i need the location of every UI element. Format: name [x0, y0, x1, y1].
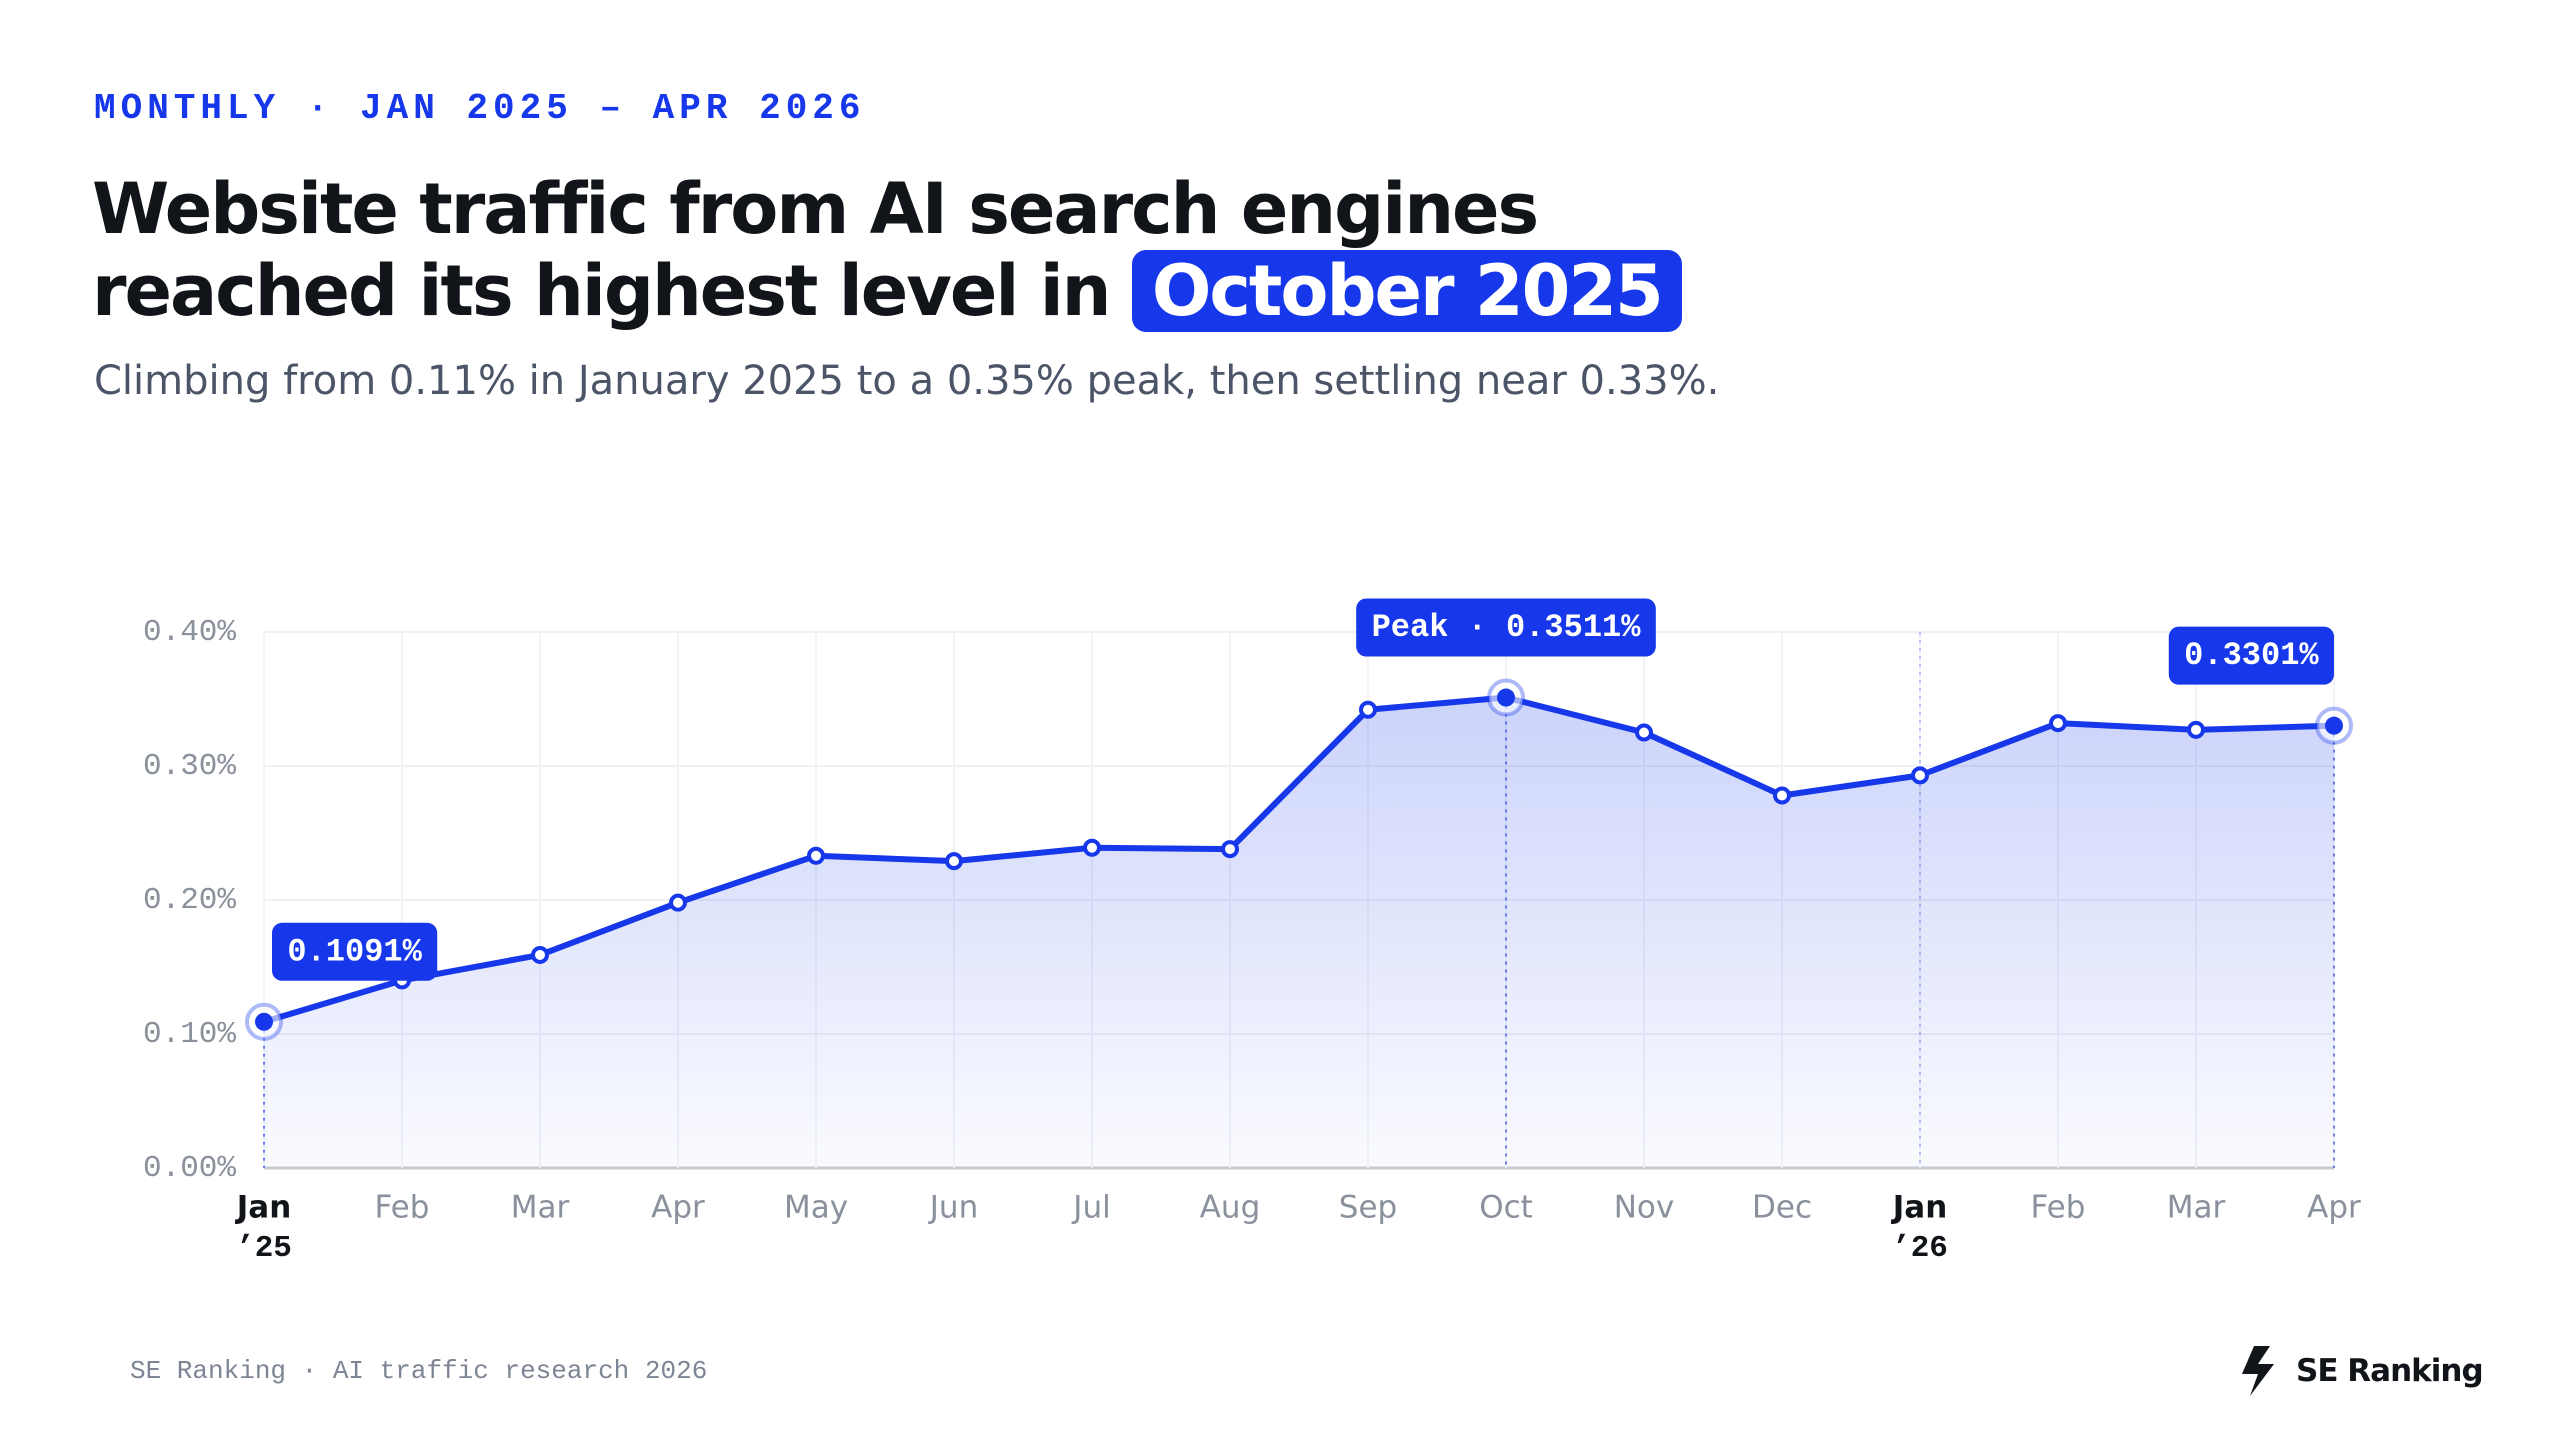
x-tick-label: Oct — [1479, 1190, 1533, 1226]
x-tick-label: Nov — [1614, 1190, 1675, 1226]
x-tick-label: Aug — [1200, 1190, 1261, 1226]
point — [945, 852, 963, 871]
point — [1083, 838, 1101, 857]
line — [263, 694, 2335, 1025]
x-tick-label: Apr — [651, 1190, 705, 1226]
logo-text: SE Ranking — [2296, 1353, 2484, 1389]
x-tick-label: Apr — [2307, 1190, 2361, 1226]
subtitle: Climbing from 0.11% in January 2025 to a… — [94, 358, 1720, 404]
point — [2187, 720, 2205, 739]
x-tick-label: Feb — [2031, 1190, 2086, 1226]
value-label-text: Peak · 0.3511% — [1372, 609, 1642, 646]
x-year-label: ’26 — [1892, 1231, 1948, 1266]
title-highlight: October 2025 — [1131, 250, 1682, 332]
x-tick-label: Sep — [1339, 1190, 1397, 1226]
x-tick-label: Dec — [1752, 1190, 1812, 1226]
logo-icon — [2242, 1346, 2274, 1396]
point — [1911, 766, 1929, 785]
x-tick-label: Jun — [928, 1190, 978, 1226]
point — [2325, 716, 2343, 735]
point — [255, 1012, 273, 1031]
point — [1497, 688, 1515, 707]
value-label-text: 0.3301% — [2184, 637, 2319, 674]
y-tick-label: 0.10% — [143, 1017, 236, 1052]
value-label: Peak · 0.3511% — [1356, 598, 1656, 657]
title-text: reached its highest level in — [92, 250, 1112, 332]
area — [264, 697, 2334, 1168]
x-year-label: ’25 — [236, 1231, 292, 1266]
value-label-text: 0.1091% — [287, 933, 422, 970]
y-tick-label: 0.00% — [143, 1151, 236, 1186]
title-line: Website traffic from AI search engines — [92, 168, 1539, 250]
point — [531, 945, 549, 964]
point — [1635, 723, 1653, 742]
logo[interactable]: SE Ranking — [2240, 1346, 2484, 1396]
title-line: reached its highest level in October 202… — [92, 250, 1682, 332]
point — [669, 893, 687, 912]
point — [1221, 840, 1239, 859]
value-label: 0.1091% — [272, 922, 438, 981]
x-tick-label: Jul — [1071, 1190, 1110, 1226]
y-tick-label: 0.40% — [143, 615, 236, 650]
x-tick-label: Mar — [2167, 1190, 2226, 1226]
x-tick-label: Feb — [375, 1190, 430, 1226]
y-tick-label: 0.20% — [143, 883, 236, 918]
point — [1773, 786, 1791, 805]
eyebrow: MONTHLY · JAN 2025 – APR 2026 — [94, 88, 866, 129]
x-tick-label: Mar — [511, 1190, 570, 1226]
value-label-box — [2168, 626, 2334, 685]
value-label: 0.3301% — [2168, 626, 2334, 685]
point — [807, 846, 825, 865]
y-tick-label: 0.30% — [143, 749, 236, 784]
x-tick-label: May — [784, 1190, 848, 1226]
x-tick-label: Jan — [1891, 1190, 1948, 1226]
x-tick-label: Jan — [235, 1190, 292, 1226]
value-label-box — [272, 922, 438, 981]
value-label-box — [1356, 598, 1656, 657]
title: Website traffic from AI search engines r… — [92, 168, 1682, 332]
point — [1359, 700, 1377, 719]
source: SE Ranking · AI traffic research 2026 — [130, 1356, 708, 1386]
point — [2049, 714, 2067, 733]
